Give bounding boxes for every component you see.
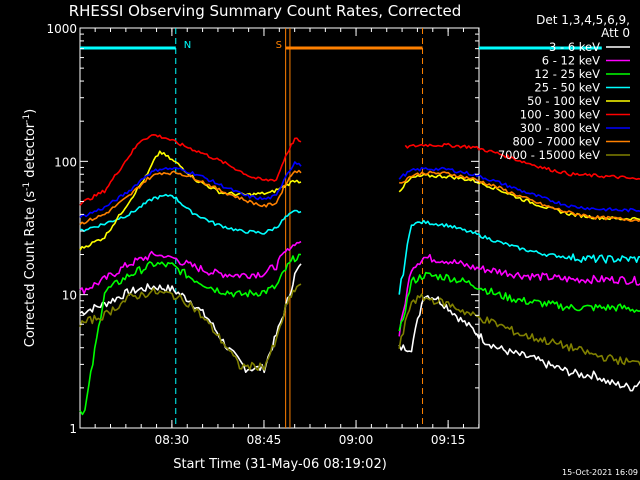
y-axis-label-end: ) <box>23 109 38 114</box>
x-tick-label-3: 09:15 <box>431 433 466 447</box>
legend-label-8: 7000 - 15000 keV <box>498 148 600 162</box>
x-axis-label: Start Time (31-May-06 08:19:02) <box>173 457 387 472</box>
series-line-6-seg-1 <box>398 166 640 213</box>
legend-label-1: 6 - 12 keV <box>542 54 600 68</box>
series-lines <box>79 134 640 416</box>
series-line-5-seg-0 <box>79 134 302 206</box>
y-tick-label-0: 1 <box>69 422 77 436</box>
flag-lines <box>175 28 424 428</box>
legend-label-3: 25 - 50 keV <box>534 81 600 95</box>
legend-header-line2: Att 0 <box>601 26 630 40</box>
series-line-1-seg-1 <box>398 253 640 337</box>
series-line-7-seg-0 <box>79 169 302 226</box>
legend-label-7: 800 - 7000 keV <box>512 135 600 149</box>
legend-label-6: 300 - 800 keV <box>520 121 600 135</box>
series-line-8-seg-1 <box>398 293 640 367</box>
series-line-1-seg-0 <box>79 240 302 295</box>
y-tick-label-2: 100 <box>54 155 77 169</box>
legend-label-0: 3 - 6 keV <box>549 40 600 54</box>
x-tick-label-1: 08:45 <box>247 433 282 447</box>
series-line-6-seg-0 <box>79 161 302 219</box>
series-line-3-seg-1 <box>398 219 640 295</box>
series-line-7-seg-1 <box>399 170 640 222</box>
series-line-2-seg-0 <box>79 253 302 416</box>
y-tick-label-3: 1000 <box>46 22 77 36</box>
flag-label-1: S <box>276 40 282 51</box>
y-axis-label-sup1: -1 <box>22 182 32 191</box>
flag-label-0: N <box>184 40 191 51</box>
y-axis-label: Corrected Count Rate (s-1 detector-1) <box>22 109 38 347</box>
y-axis-label-sup2: -1 <box>22 114 32 123</box>
x-tick-label-0: 08:30 <box>155 433 190 447</box>
legend-label-2: 12 - 25 keV <box>534 67 600 81</box>
legend-label-4: 50 - 100 keV <box>527 94 600 108</box>
legend-header-line1: Det 1,3,4,5,6,9, <box>536 13 630 27</box>
series-line-4-seg-0 <box>79 150 302 251</box>
footer-timestamp: 15-Oct-2021 16:09 <box>562 468 638 477</box>
series-line-5-seg-1 <box>404 142 640 180</box>
y-axis-label-mid: detector <box>23 122 38 182</box>
y-tick-label-1: 10 <box>62 289 77 303</box>
series-line-2-seg-1 <box>398 271 640 332</box>
x-axis-ticks: 08:30 08:45 09:00 09:15 <box>94 28 480 447</box>
series-line-0-seg-1 <box>398 294 640 392</box>
chart-title: RHESSI Observing Summary Count Rates, Co… <box>69 2 462 20</box>
x-tick-label-2: 09:00 <box>339 433 374 447</box>
legend-label-5: 100 - 300 keV <box>520 108 600 122</box>
y-axis-label-main: Corrected Count Rate (s <box>23 191 38 348</box>
series-line-8-seg-0 <box>79 283 302 372</box>
y-axis-ticks: 1 10 100 1000 <box>46 22 479 436</box>
